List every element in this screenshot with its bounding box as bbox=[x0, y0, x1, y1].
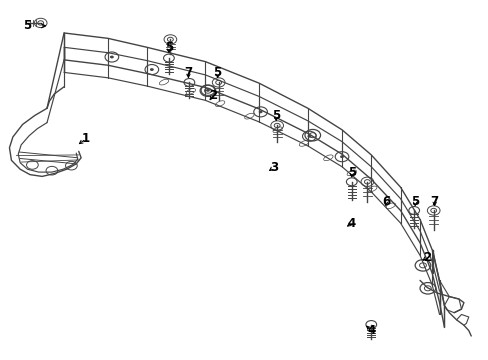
Text: 7: 7 bbox=[430, 195, 438, 208]
Text: 5: 5 bbox=[213, 66, 222, 79]
Text: 4: 4 bbox=[366, 324, 375, 337]
Text: 7: 7 bbox=[184, 66, 192, 79]
Circle shape bbox=[150, 68, 154, 71]
Text: 5: 5 bbox=[23, 19, 32, 32]
Text: 5: 5 bbox=[347, 166, 355, 179]
Circle shape bbox=[205, 89, 209, 92]
Text: 6: 6 bbox=[381, 195, 389, 208]
Circle shape bbox=[307, 135, 311, 138]
Circle shape bbox=[339, 155, 343, 158]
Text: 5: 5 bbox=[410, 195, 418, 208]
Circle shape bbox=[110, 55, 114, 58]
Text: 5: 5 bbox=[164, 41, 173, 54]
Text: 2: 2 bbox=[208, 89, 216, 102]
Text: 4: 4 bbox=[347, 216, 355, 230]
Text: 3: 3 bbox=[269, 161, 277, 174]
Text: 2: 2 bbox=[423, 251, 430, 264]
Text: 1: 1 bbox=[82, 132, 90, 145]
Text: 5: 5 bbox=[271, 109, 280, 122]
Circle shape bbox=[258, 111, 262, 113]
